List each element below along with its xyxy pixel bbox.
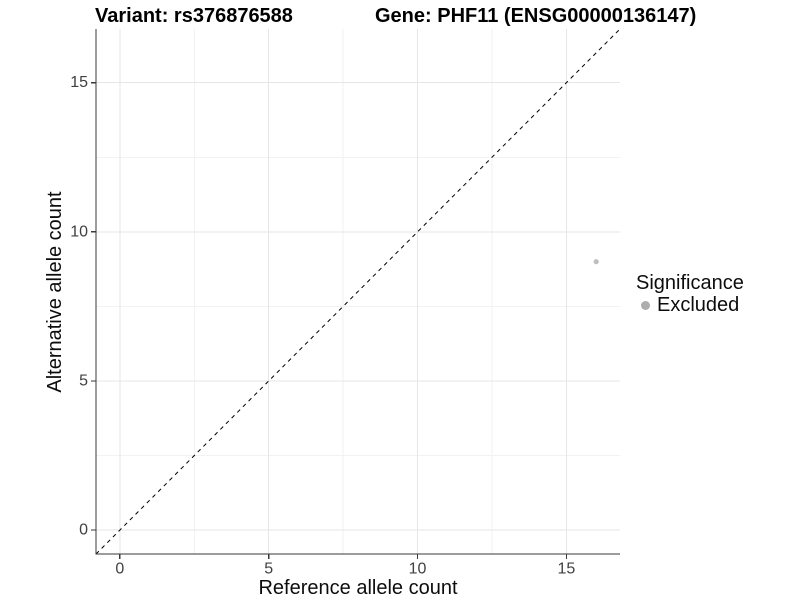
legend-title: Significance	[636, 272, 744, 294]
x-axis-tick-label: 0	[115, 560, 124, 577]
x-axis-tick-label: 10	[409, 560, 427, 577]
x-axis-tick-label: 15	[558, 560, 576, 577]
plot-title-gene: Gene: PHF11 (ENSG00000136147)	[375, 5, 697, 27]
y-axis-tick-label: 10	[70, 223, 88, 240]
legend-item-label: Excluded	[657, 293, 740, 316]
identity-reference-line	[95, 28, 621, 555]
y-axis-tick-label: 5	[79, 372, 88, 389]
legend-item-excluded: Excluded	[641, 294, 744, 316]
y-axis-tick-label: 15	[70, 74, 88, 91]
x-axis-tick-label: 5	[264, 560, 273, 577]
y-axis-tick-label: 0	[79, 522, 88, 539]
plot-title-variant: Variant: rs376876588	[95, 5, 293, 27]
legend: Significance Excluded	[636, 272, 744, 316]
legend-point-icon	[641, 300, 650, 310]
x-axis-title: Reference allele count	[258, 577, 458, 599]
y-axis-title: Alternative allele count	[44, 191, 66, 393]
data-point	[593, 259, 599, 265]
